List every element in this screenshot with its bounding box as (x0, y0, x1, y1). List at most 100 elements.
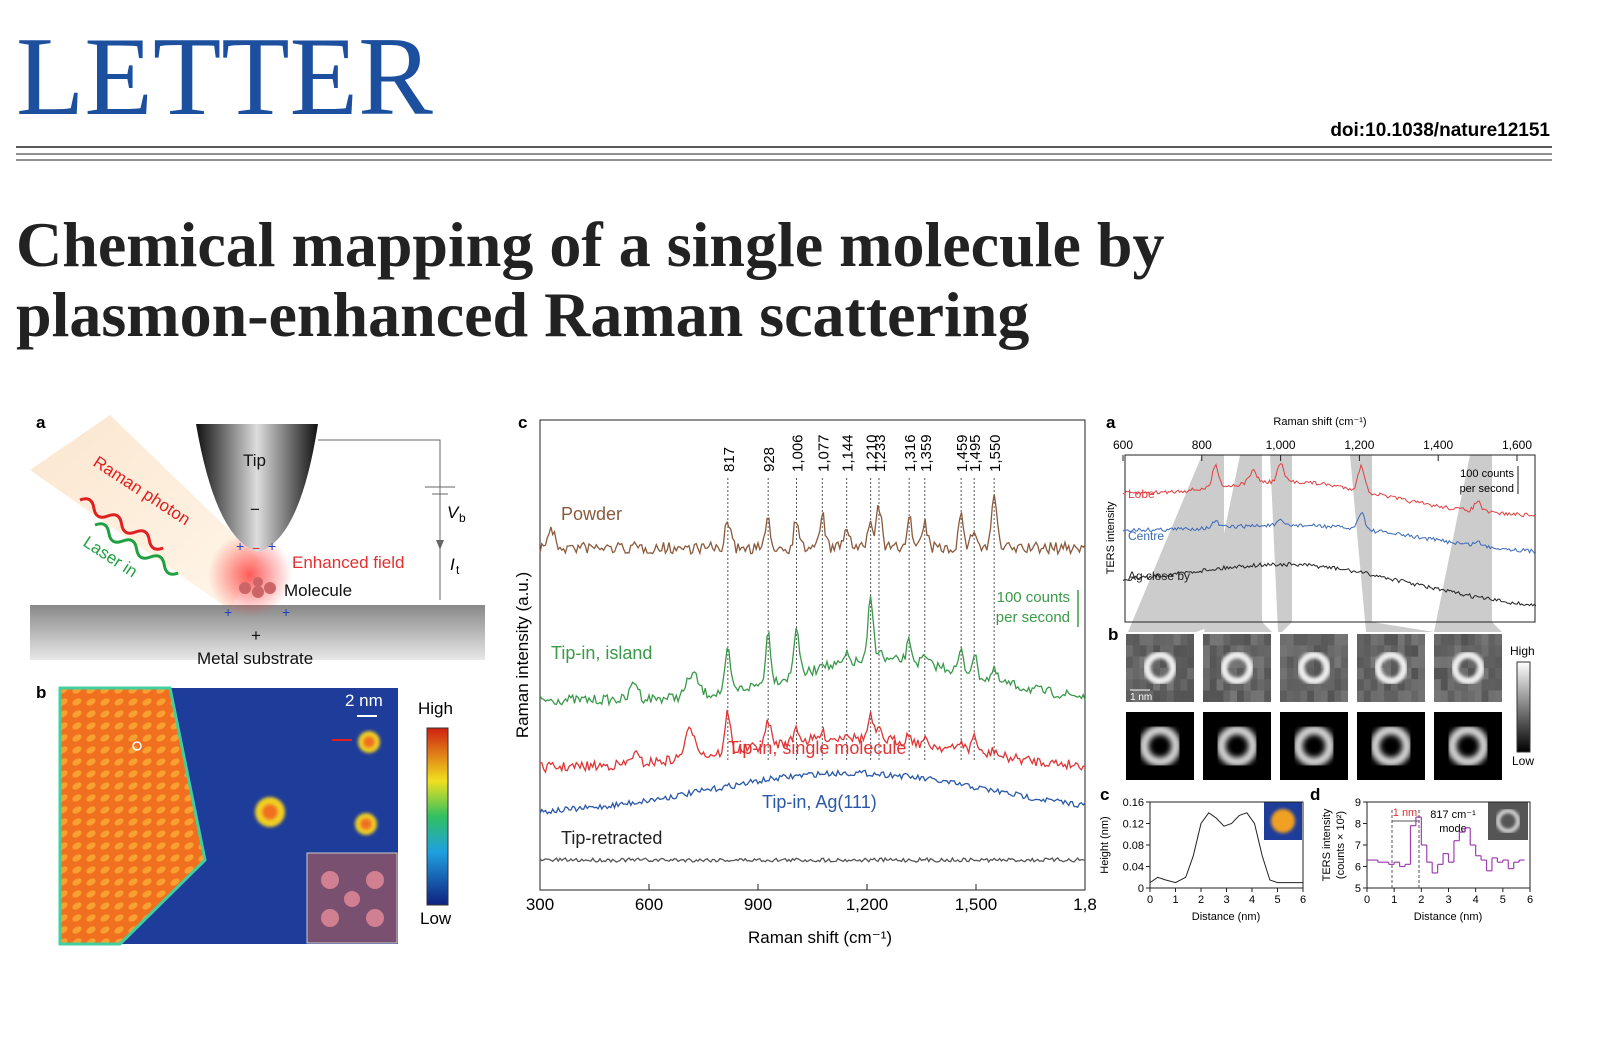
noise (1264, 634, 1271, 646)
spectrum (1122, 512, 1537, 555)
noise (1370, 645, 1378, 657)
panel-label: a (1106, 413, 1116, 432)
noise (1293, 645, 1301, 657)
noise (1495, 656, 1502, 668)
noise (1405, 691, 1412, 702)
axes-frame (1124, 454, 1536, 623)
noise (1488, 656, 1496, 668)
noise (1173, 679, 1181, 691)
y-axis-label: (counts × 10²) (1335, 811, 1347, 879)
noise (1363, 656, 1371, 668)
noise (1488, 690, 1496, 702)
noise (1320, 645, 1328, 657)
stm-image (1357, 634, 1425, 702)
noise (1320, 679, 1328, 691)
noise (1495, 667, 1502, 680)
fig-left-b: b 2 nm High Low (36, 683, 453, 946)
noise (1495, 634, 1502, 646)
noise (1286, 690, 1294, 702)
noise (1223, 634, 1231, 646)
noise (1341, 634, 1348, 645)
noise (1488, 667, 1496, 680)
noise (1187, 667, 1194, 680)
circuit (318, 439, 455, 600)
sim-image (1126, 712, 1194, 780)
noise (1237, 679, 1244, 691)
colorbar-high: High (1510, 644, 1535, 658)
noise (1132, 679, 1140, 691)
noise (1377, 690, 1385, 702)
noise (1209, 667, 1217, 680)
x-tick-label: 1 (1391, 894, 1397, 906)
arrow (436, 540, 444, 550)
noise (1377, 634, 1385, 646)
noise (1132, 656, 1140, 668)
noise (1293, 634, 1301, 646)
noise (1397, 679, 1405, 691)
noise (1173, 667, 1181, 680)
sign: − (250, 500, 260, 519)
noise (1418, 690, 1425, 702)
noise (1286, 645, 1294, 657)
x-axis-label: Distance (nm) (1414, 911, 1482, 923)
x-tick-label: 300 (526, 895, 554, 914)
noise (1468, 645, 1475, 657)
noise (1174, 634, 1181, 645)
noise (1384, 667, 1391, 680)
x-tick-label: 2 (1198, 894, 1204, 906)
line (1149, 812, 1303, 884)
noise (1139, 690, 1147, 702)
noise (1230, 634, 1237, 646)
mode: mode (1439, 823, 1467, 835)
noise (1370, 667, 1378, 680)
noise (1468, 667, 1475, 680)
noise (1139, 634, 1147, 646)
noise (1160, 656, 1167, 668)
x-tick-label: 0 (1147, 894, 1153, 906)
noise (1434, 645, 1441, 657)
series-label: Tip-in, Ag(111) (762, 792, 877, 812)
noise (1341, 656, 1348, 668)
ring (1143, 651, 1177, 685)
noise (1440, 645, 1448, 657)
noise (1447, 667, 1455, 680)
noise (1300, 645, 1308, 657)
noise (1251, 634, 1258, 645)
spectrum (539, 596, 1086, 707)
noise (1384, 690, 1391, 702)
sign: − (252, 540, 260, 556)
noise (1481, 690, 1489, 702)
noise (1481, 656, 1489, 668)
noise (1468, 634, 1475, 646)
series-label: Centre (1128, 529, 1164, 543)
sign: + (251, 626, 261, 645)
stm-image (1434, 634, 1502, 702)
spectrum (539, 856, 1086, 864)
noise (1280, 668, 1287, 679)
noise (1251, 691, 1258, 702)
y-tick-label: 0.16 (1123, 797, 1144, 809)
colorbar-high: High (418, 699, 453, 718)
noise (1488, 645, 1496, 657)
noise (1160, 645, 1167, 657)
noise (1209, 690, 1217, 702)
noise (1363, 645, 1371, 657)
noise (1357, 634, 1364, 646)
scale-bar: 100 counts (997, 589, 1070, 606)
noise (1173, 656, 1181, 668)
noise (1264, 679, 1271, 691)
sign: + (268, 538, 276, 554)
noise (1132, 634, 1140, 646)
it: I (450, 555, 455, 574)
noise (1391, 656, 1398, 668)
fig-right-b: b High Low 1 nm (1108, 625, 1535, 780)
noise (1341, 691, 1348, 702)
ring (1220, 651, 1254, 685)
fig-c: c Raman shift (cm⁻¹) Raman intensity (a.… (513, 413, 1097, 947)
noise (1280, 645, 1287, 656)
noise (1300, 634, 1308, 646)
noise (1461, 634, 1468, 646)
noise (1307, 667, 1314, 680)
noise (1404, 667, 1412, 680)
noise (1203, 657, 1210, 668)
